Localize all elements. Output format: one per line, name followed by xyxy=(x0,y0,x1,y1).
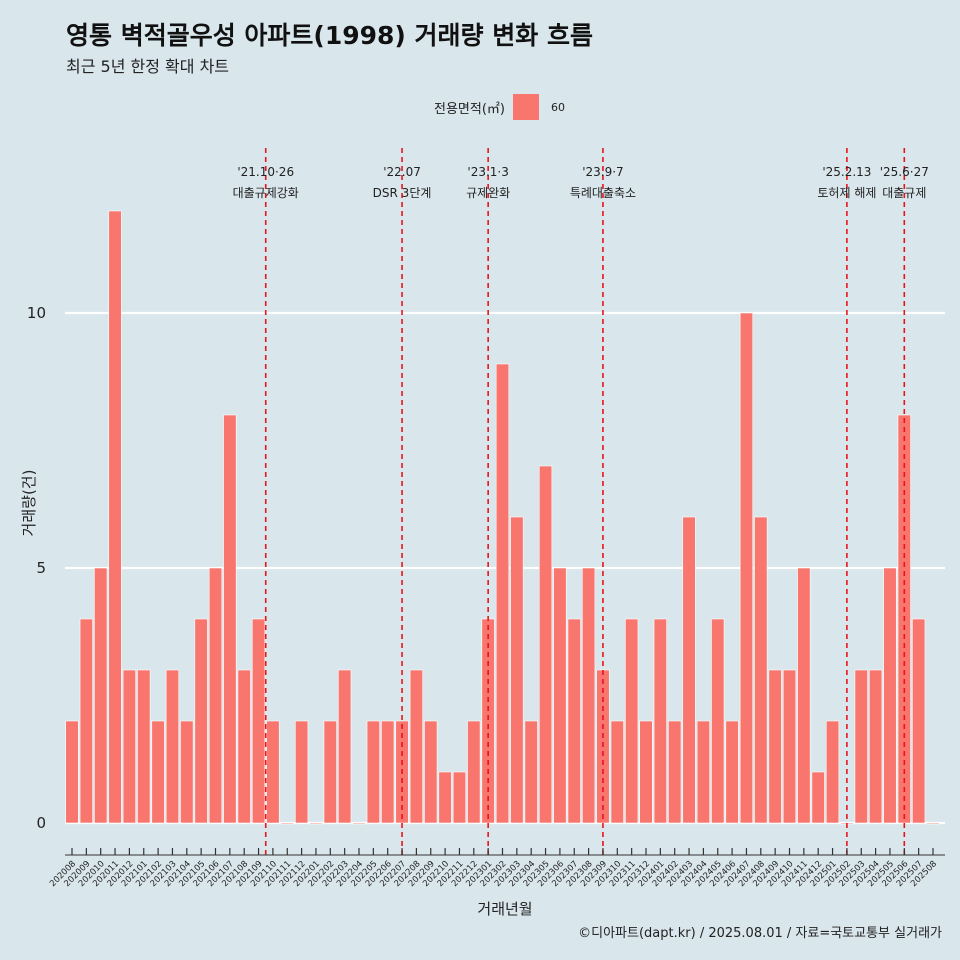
bar-202009 xyxy=(79,618,93,824)
bar-202409 xyxy=(768,669,782,824)
bar-202101 xyxy=(137,669,151,824)
legend-key-label: 60 xyxy=(550,100,565,114)
annotation-date: '25.2.13 xyxy=(822,165,871,179)
bar-202206 xyxy=(381,720,395,824)
bar-202302 xyxy=(495,363,510,824)
bar-202402 xyxy=(668,720,682,824)
policy-annotations: '21.10·26 대출규제강화 '22.07 DSR 3단계 '23.1·3 규제완화 '… xyxy=(233,148,929,855)
axes: 2020082020092020102020112020122021012021… xyxy=(48,848,945,889)
footer-credit: ©디아파트(dapt.kr) / 2025.08.01 / 자료=국토교통부 실… xyxy=(578,926,942,941)
annotation-date: '23.9·7 xyxy=(582,165,623,179)
annotation-date: '23.1·3 xyxy=(467,165,508,179)
bar-202411 xyxy=(797,567,811,824)
bar-202301 xyxy=(481,618,495,824)
page-subtitle: 최근 5년 한정 확대 차트 xyxy=(66,57,230,76)
bar-202310 xyxy=(610,720,624,824)
annotation-label: 규제완화 xyxy=(466,186,510,200)
annotation-date: '22.07 xyxy=(383,165,421,179)
x-axis-label: 거래년월 xyxy=(477,900,532,918)
bar-202106 xyxy=(208,567,223,824)
bar-202304 xyxy=(524,720,538,824)
bar-202202 xyxy=(323,720,337,824)
bar-202403 xyxy=(682,516,696,824)
bar-202102 xyxy=(151,720,165,824)
bar-202507 xyxy=(912,618,926,824)
bar-202504 xyxy=(868,669,883,824)
y-tick-label: 10 xyxy=(27,304,46,322)
bar-202406 xyxy=(725,720,739,824)
bar-202308 xyxy=(581,567,596,824)
bar-202306 xyxy=(553,567,567,824)
bar-202208 xyxy=(409,669,424,824)
bar-202311 xyxy=(625,618,639,824)
legend-swatch xyxy=(512,94,539,120)
bar-202111 xyxy=(280,822,294,825)
annotation-date: '21.10·26 xyxy=(237,165,294,179)
bar-202011 xyxy=(108,210,122,824)
bar-202307 xyxy=(567,618,581,824)
legend: 전용면적(㎡) 60 xyxy=(434,94,565,120)
bar-202204 xyxy=(352,822,366,825)
y-tick-label: 0 xyxy=(36,814,46,832)
bar-202105 xyxy=(194,618,208,824)
bar-202012 xyxy=(122,669,136,824)
bar-202312 xyxy=(639,720,653,824)
annotation-label: 특례대출축소 xyxy=(570,186,636,200)
bar-202112 xyxy=(294,720,309,824)
y-tick-label: 5 xyxy=(36,559,46,577)
bars xyxy=(65,210,940,825)
bar-202103 xyxy=(165,669,180,824)
bar-202210 xyxy=(438,771,452,824)
bar-202010 xyxy=(94,567,108,824)
bar-202412 xyxy=(811,771,825,824)
y-axis-label: 거래량(건) xyxy=(20,470,38,537)
bar-202104 xyxy=(180,720,194,824)
page-title: 영통 벽적골우성 아파트(1998) 거래량 변화 흐름 xyxy=(66,21,593,50)
bar-202110 xyxy=(266,720,280,824)
bar-202407 xyxy=(739,312,754,824)
bar-202008 xyxy=(65,720,79,824)
bar-202503 xyxy=(854,669,868,824)
annotation-label: 대출규제강화 xyxy=(233,186,299,200)
bar-202107 xyxy=(223,414,237,824)
bar-202303 xyxy=(510,516,524,824)
legend-title: 전용면적(㎡) xyxy=(434,101,505,117)
bar-202410 xyxy=(782,669,797,824)
bar-202209 xyxy=(424,720,438,824)
annotation-date: '25.6·27 xyxy=(880,165,929,179)
bar-202201 xyxy=(309,822,323,825)
bar-202212 xyxy=(467,720,481,824)
bar-202501 xyxy=(825,720,840,824)
bar-202401 xyxy=(653,618,667,824)
annotation-label: 대출규제 xyxy=(882,186,926,200)
bar-202205 xyxy=(366,720,380,824)
bar-202203 xyxy=(338,669,352,824)
annotation-label: DSR 3단계 xyxy=(373,186,432,200)
bar-202108 xyxy=(237,669,251,824)
bar-202505 xyxy=(883,567,897,824)
bar-202211 xyxy=(452,771,467,824)
bar-202408 xyxy=(754,516,768,824)
bar-202109 xyxy=(251,618,266,824)
bar-202305 xyxy=(538,465,553,824)
bar-202404 xyxy=(696,720,710,824)
bar-202508 xyxy=(926,822,940,825)
bar-202405 xyxy=(711,618,725,824)
annotation-label: 토허제 해제 xyxy=(817,186,876,200)
